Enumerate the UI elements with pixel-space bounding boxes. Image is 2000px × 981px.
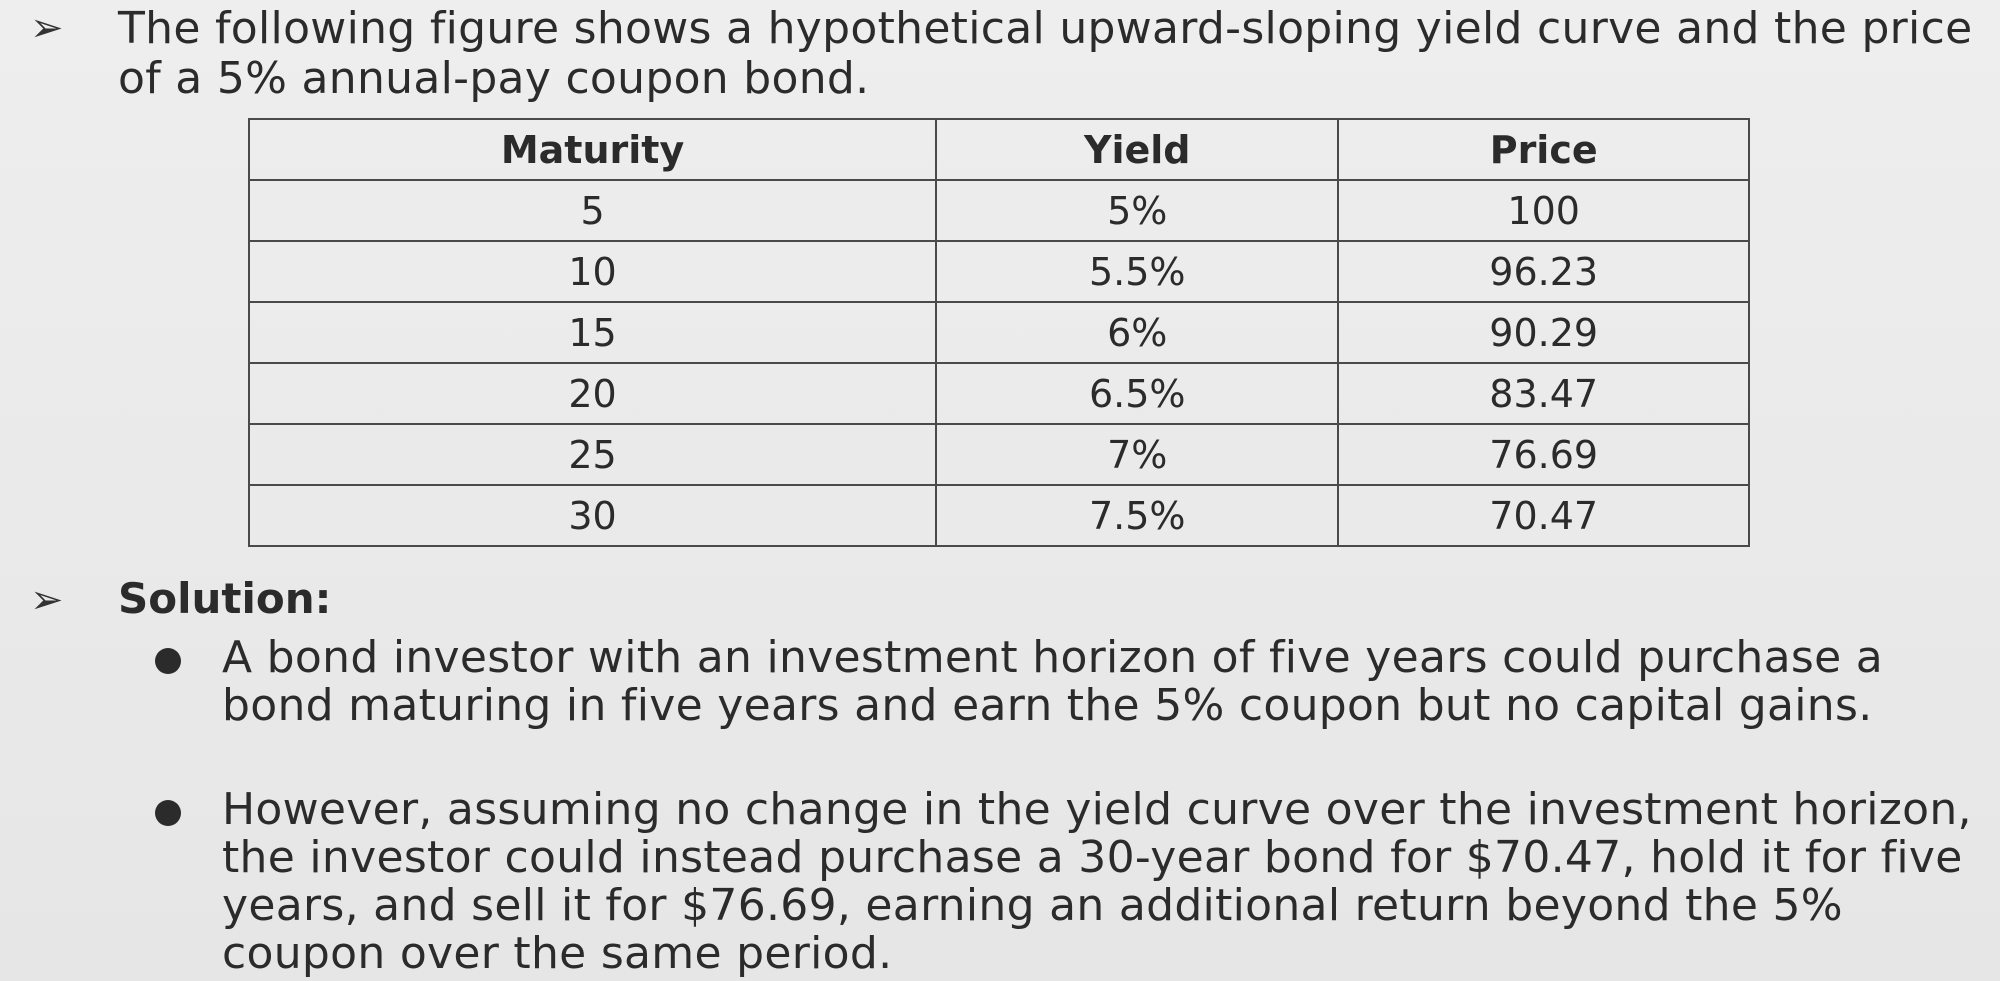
cell-yield: 7.5% xyxy=(935,484,1340,547)
table-row: 30 7.5% 70.47 xyxy=(247,484,1750,547)
cell-price: 83.47 xyxy=(1337,362,1750,425)
cell-price: 76.69 xyxy=(1337,423,1750,486)
yield-price-table: Maturity Yield Price 5 5% 100 10 5.5% 96… xyxy=(247,118,1750,547)
cell-price: 70.47 xyxy=(1337,484,1750,547)
cell-yield: 6.5% xyxy=(935,362,1340,425)
cell-maturity: 25 xyxy=(247,423,938,486)
cell-yield: 7% xyxy=(935,423,1340,486)
cell-price: 100 xyxy=(1337,179,1750,242)
cell-price: 90.29 xyxy=(1337,301,1750,364)
cell-maturity: 10 xyxy=(247,240,938,303)
table-row: 25 7% 76.69 xyxy=(247,423,1750,486)
intro-text: The following figure shows a hypothetica… xyxy=(118,3,1973,104)
cell-yield: 5.5% xyxy=(935,240,1340,303)
table-row: 20 6.5% 83.47 xyxy=(247,362,1750,425)
arrow-bullet-icon: ➢ xyxy=(30,577,64,623)
cell-yield: 6% xyxy=(935,301,1340,364)
cell-maturity: 30 xyxy=(247,484,938,547)
cell-maturity: 5 xyxy=(247,179,938,242)
cell-maturity: 20 xyxy=(247,362,938,425)
header-yield: Yield xyxy=(935,118,1340,181)
round-bullet-icon xyxy=(155,648,181,674)
table-row: 15 6% 90.29 xyxy=(247,301,1750,364)
header-price: Price xyxy=(1337,118,1750,181)
cell-yield: 5% xyxy=(935,179,1340,242)
solution-point-2: However, assuming no change in the yield… xyxy=(222,784,1972,979)
header-maturity: Maturity xyxy=(247,118,938,181)
table-header-row: Maturity Yield Price xyxy=(247,118,1750,181)
cell-price: 96.23 xyxy=(1337,240,1750,303)
cell-maturity: 15 xyxy=(247,301,938,364)
table-row: 10 5.5% 96.23 xyxy=(247,240,1750,303)
arrow-bullet-icon: ➢ xyxy=(30,5,64,51)
table-row: 5 5% 100 xyxy=(247,179,1750,242)
solution-point-1: A bond investor with an investment horiz… xyxy=(222,632,1884,731)
round-bullet-icon xyxy=(155,800,181,826)
solution-heading: Solution: xyxy=(118,574,332,623)
